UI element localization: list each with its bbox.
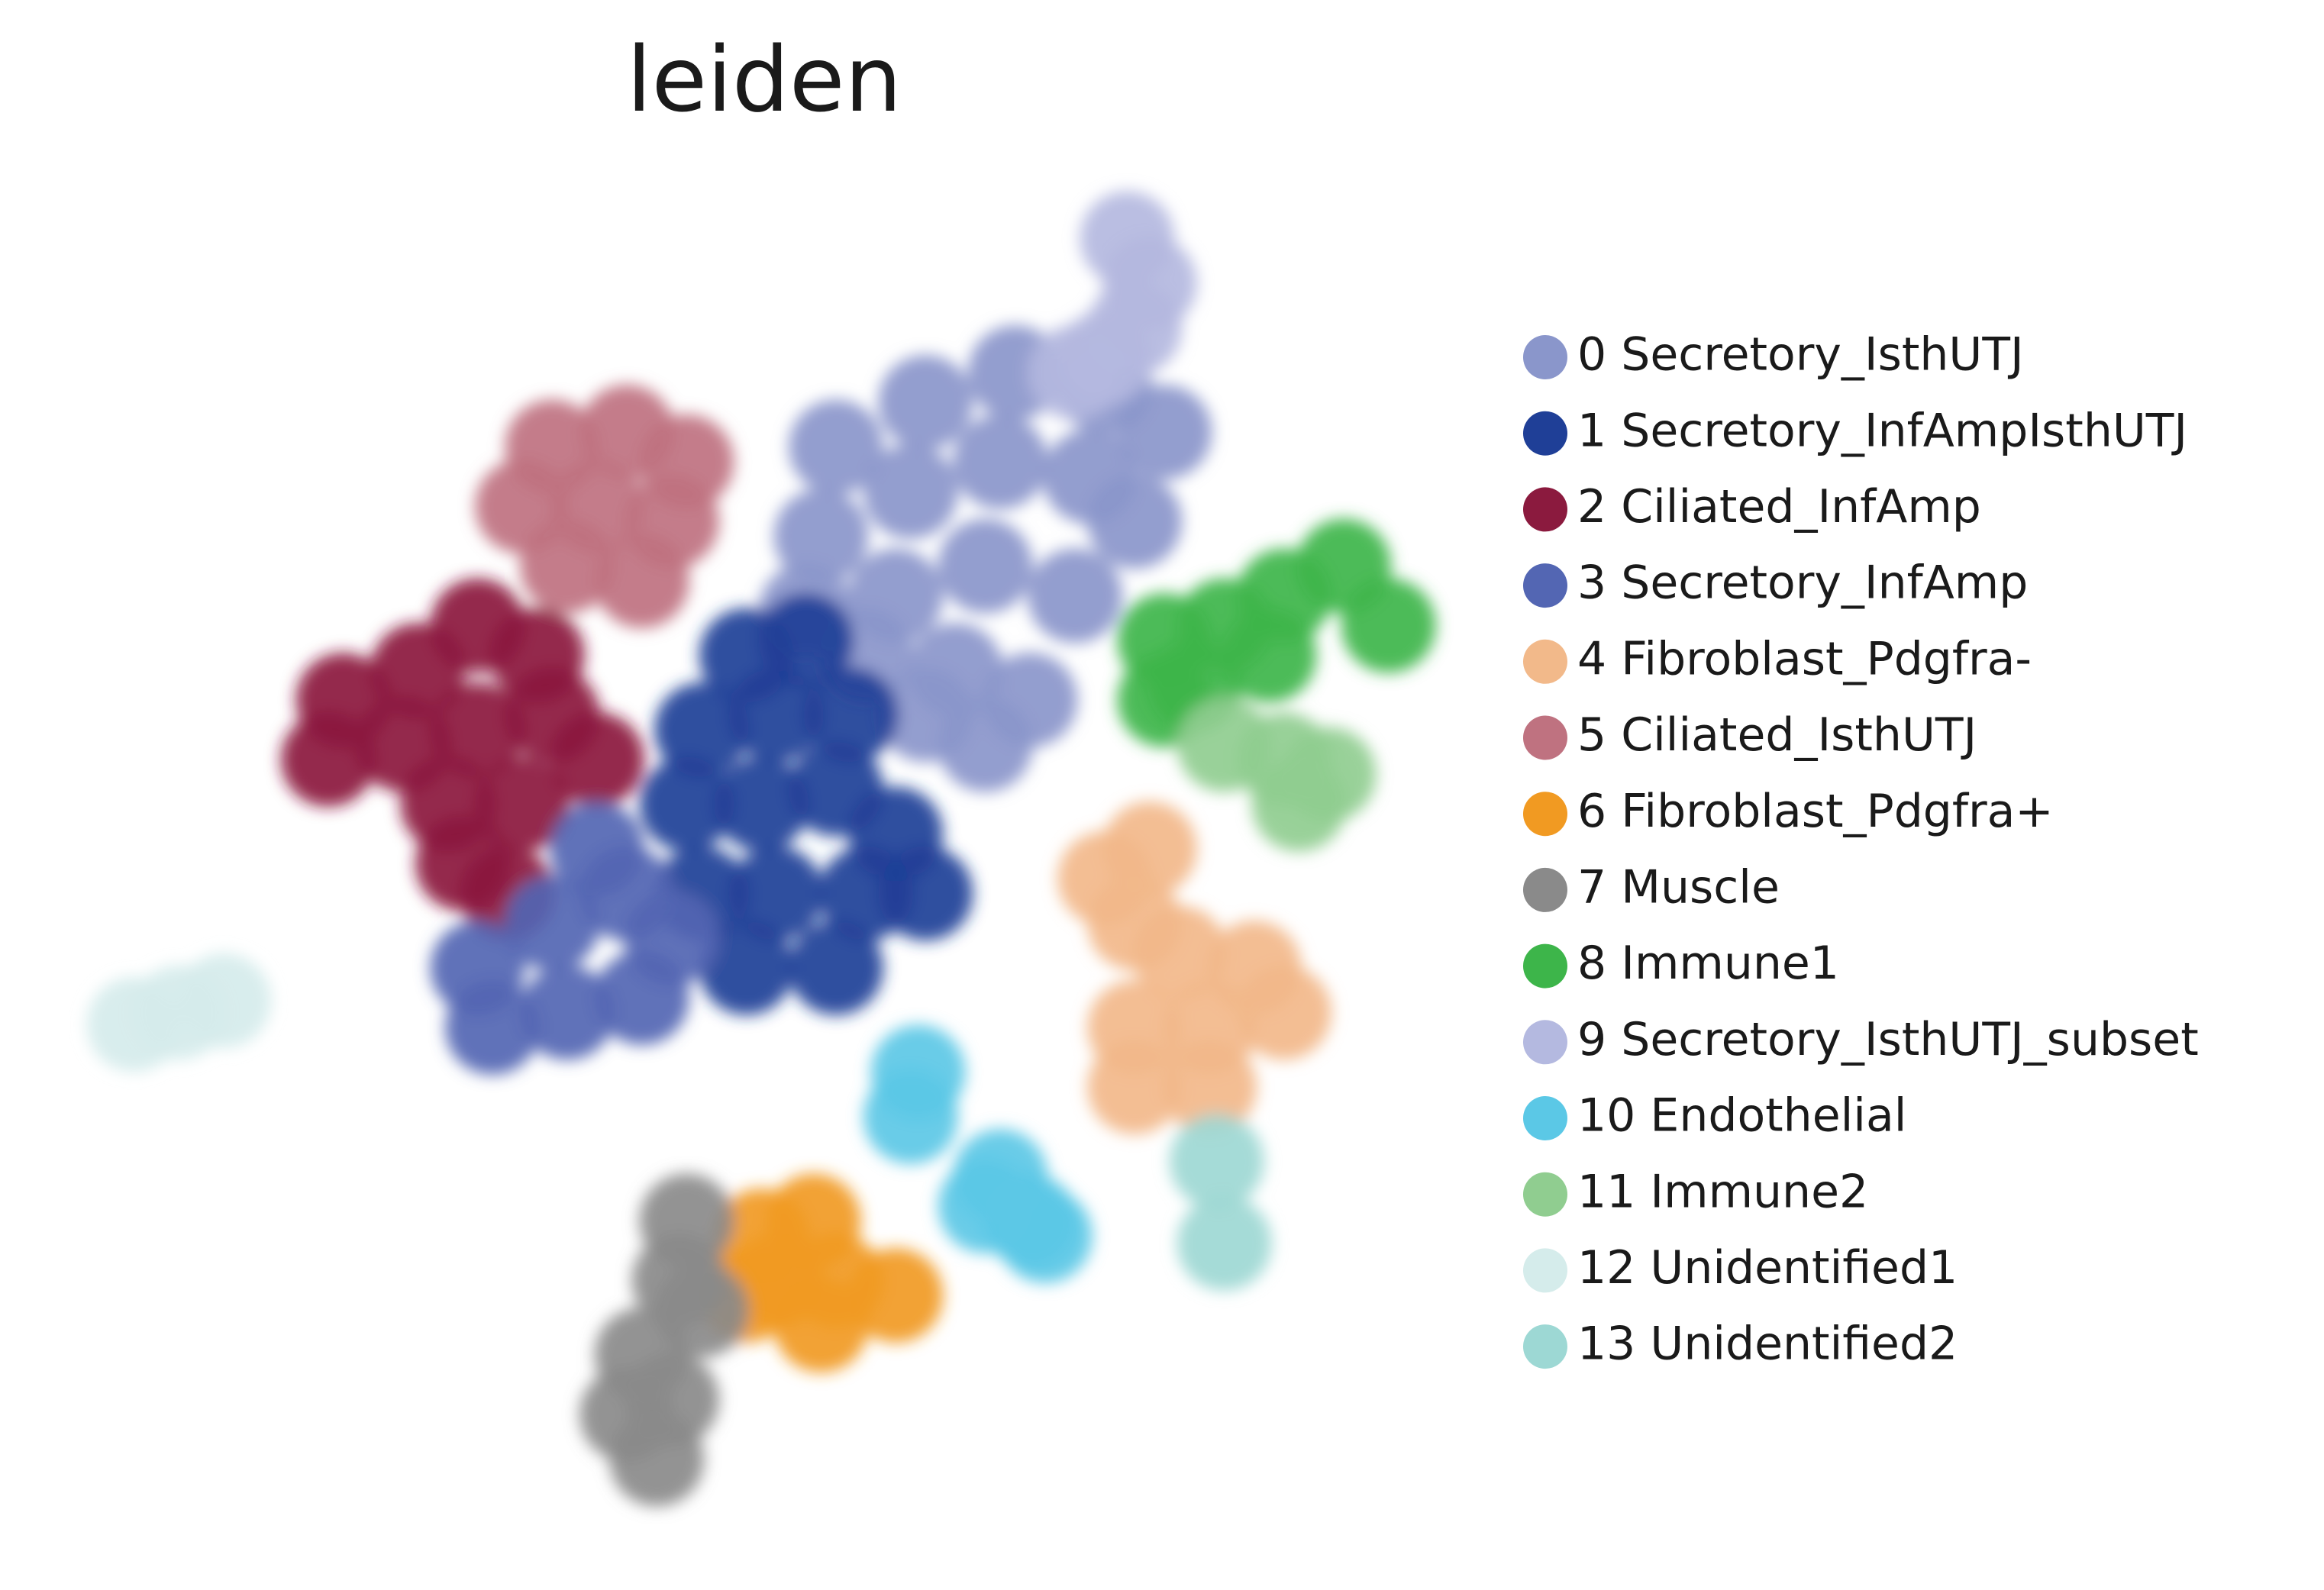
cell-cluster-point (654, 682, 749, 777)
cell-cluster-point (789, 399, 884, 495)
cell-cluster-point (505, 876, 600, 971)
cell-cluster-point (550, 801, 645, 896)
legend-label: 13 Unidentified2 (1577, 1317, 1958, 1371)
cell-cluster-point (863, 444, 958, 539)
cell-cluster-point (475, 756, 570, 852)
cell-cluster-point (789, 921, 884, 1015)
cell-cluster-point (878, 355, 973, 450)
legend-label: 1 Secretory_InfAmpIsthUTJ (1577, 404, 2187, 457)
cell-cluster-point (728, 667, 824, 763)
cell-cluster-point (997, 1188, 1093, 1283)
cell-cluster-point (609, 1411, 705, 1507)
cell-cluster-point (848, 1248, 944, 1343)
cell-cluster-point (550, 712, 645, 807)
cell-cluster-point (594, 534, 689, 628)
cell-cluster-point (280, 712, 376, 807)
legend-marker (1523, 335, 1567, 379)
legend-label: 0 Secretory_IsthUTJ (1577, 328, 2024, 382)
cell-cluster-point (176, 953, 272, 1048)
legend-marker (1523, 792, 1567, 837)
legend: 0 Secretory_IsthUTJ 1 Secretory_InfAmpIst… (1523, 328, 2199, 1371)
legend-marker (1523, 563, 1567, 608)
cell-cluster-point (1236, 965, 1331, 1060)
legend-label: 5 Ciliated_IsthUTJ (1577, 708, 1977, 762)
cell-cluster-point (714, 756, 809, 852)
legend-marker (1523, 867, 1567, 912)
cell-cluster-point (758, 593, 854, 688)
cell-cluster-point (519, 965, 615, 1060)
cell-cluster-point (1341, 578, 1436, 673)
chart-title: leiden (627, 27, 902, 132)
cell-cluster-point (863, 1069, 958, 1164)
cell-cluster-point (1251, 756, 1347, 852)
legend-label: 11 Immune2 (1577, 1165, 1868, 1218)
cell-cluster-point (1177, 1195, 1272, 1291)
legend-label: 7 Muscle (1577, 860, 1780, 914)
point-cloud (86, 191, 1436, 1507)
cell-cluster-point (1087, 474, 1183, 569)
cell-cluster-point (878, 667, 973, 763)
cell-cluster-point (639, 756, 734, 852)
cell-cluster-point (953, 414, 1048, 509)
legend-label: 6 Fibroblast_Pdgfra+ (1577, 785, 2054, 838)
cell-cluster-point (1027, 548, 1122, 643)
cell-cluster-point (1169, 1114, 1264, 1209)
legend-label: 10 Endothelial (1577, 1089, 1906, 1143)
legend-label: 12 Unidentified1 (1577, 1241, 1958, 1295)
legend-marker (1523, 639, 1567, 684)
cell-cluster-point (938, 518, 1033, 614)
cell-cluster-point (878, 846, 973, 941)
cell-cluster-point (1027, 325, 1122, 420)
legend-label: 2 Ciliated_InfAmp (1577, 480, 1981, 534)
legend-label: 4 Fibroblast_Pdgfra- (1577, 632, 2032, 685)
cell-cluster-point (519, 518, 615, 614)
legend-marker (1523, 1324, 1567, 1369)
legend-marker (1523, 411, 1567, 456)
cell-cluster-point (699, 921, 794, 1015)
cell-cluster-point (624, 891, 719, 985)
cell-cluster-point (803, 667, 899, 763)
legend-marker (1523, 715, 1567, 760)
legend-marker (1523, 943, 1567, 989)
legend-marker (1523, 1172, 1567, 1217)
cell-cluster-point (1087, 1040, 1183, 1134)
cell-cluster-point (1102, 801, 1197, 896)
legend-marker (1523, 1248, 1567, 1293)
cell-cluster-point (1162, 1040, 1257, 1134)
cell-cluster-point (1117, 385, 1212, 479)
cell-cluster-point (773, 1278, 869, 1372)
legend-marker (1523, 1096, 1567, 1140)
cell-cluster-point (773, 489, 869, 584)
cell-cluster-point (1222, 608, 1317, 703)
cell-cluster-point (1131, 905, 1227, 1001)
cell-cluster-point (445, 980, 541, 1075)
legend-label: 9 Secretory_IsthUTJ_subset (1577, 1013, 2199, 1066)
legend-marker (1523, 1020, 1567, 1065)
legend-label: 3 Secretory_InfAmp (1577, 556, 2028, 610)
cell-cluster-point (430, 682, 525, 777)
legend-marker (1523, 487, 1567, 532)
cell-cluster-point (728, 846, 824, 941)
legend-label: 8 Immune1 (1577, 937, 1839, 990)
